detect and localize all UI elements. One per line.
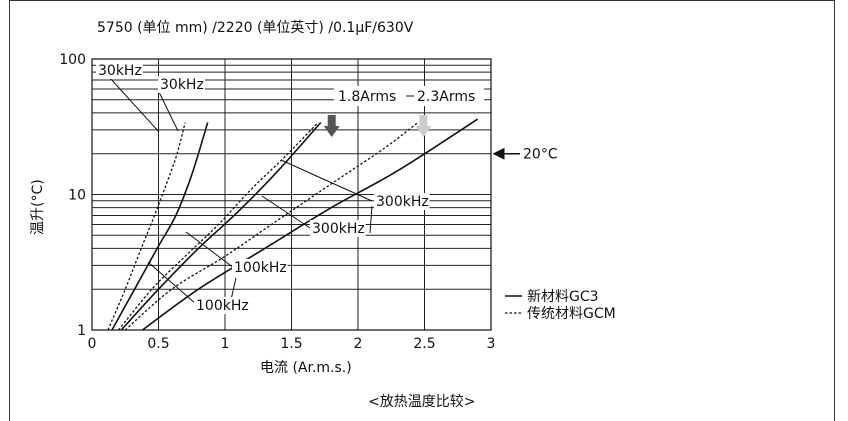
plot-area-border [91, 58, 492, 331]
curve-label-gc3-300khz: 300kHz [312, 221, 365, 237]
curve-label-gc3-100khz-bg [232, 259, 288, 276]
curve-label-gcm-100khz: 100kHz [196, 298, 249, 314]
curve-label-gcm-300khz-leader [280, 159, 373, 202]
chart-frame [9, 0, 835, 421]
series-line-gc3-30khz [111, 122, 209, 331]
y-axis-label: 温升(°C) [30, 179, 46, 235]
series-line-gc3-300khz [142, 118, 479, 331]
legend-label: 新材料GC3 [527, 289, 599, 305]
legend-label: 传统材料GCM [527, 306, 616, 322]
down-arrow-icon [415, 115, 432, 137]
x-tick-label: 1 [221, 336, 230, 352]
x-axis-label: 电流 (Ar.m.s.) [260, 360, 352, 376]
annotation-20c: 20°C [523, 147, 558, 163]
curve-label-gc3-300khz-leader [261, 195, 311, 229]
curve-label-gc3-30khz-leader [158, 91, 179, 132]
annotation-2-3arms: 2.3Arms [417, 89, 475, 105]
curve-label-gcm-30khz: 30kHz [98, 63, 142, 79]
x-tick-label: 2 [354, 336, 363, 352]
y-tick-label: 1 [77, 323, 86, 339]
curve-label-gcm-100khz-bg [194, 297, 250, 314]
x-tick-label: 0 [88, 336, 97, 352]
curve-label-gcm-30khz-bg [96, 62, 143, 79]
series-line-gcm-300khz [124, 121, 419, 331]
chart-title: 5750 (单位 mm) /2220 (单位英寸) /0.1μF/630V [97, 19, 414, 36]
x-tick-label: 0.5 [147, 336, 169, 352]
curve-label-gcm-300khz-bg [374, 193, 430, 210]
x-tick-label: 2.5 [413, 336, 435, 352]
y-tick-label: 100 [59, 52, 86, 68]
chart-caption: <放热温度比较> [368, 394, 475, 410]
curve-label-gc3-100khz: 100kHz [234, 260, 287, 276]
curve-label-gc3-30khz: 30kHz [160, 77, 204, 93]
curve-label-gcm-30khz-leader [109, 77, 160, 133]
curve-label-gcm-300khz: 300kHz [376, 194, 429, 210]
curve-label-gcm-100khz-leader [147, 261, 197, 305]
labels: 30kHz 30kHz 300kHz 300kHz 100kHz 100kHz 1.8Arm… [96, 62, 616, 322]
annotation-1-8arms: 1.8Arms [338, 89, 396, 105]
curve-label-gc3-300khz-leader [369, 205, 373, 234]
x-tick-label: 3 [487, 336, 496, 352]
x-tick-label: 1.5 [280, 336, 302, 352]
curve-label-gc3-30khz-bg [158, 76, 205, 93]
y-tick-label: 10 [68, 188, 86, 204]
series-line-gcm-100khz [118, 122, 319, 331]
curve-label-gc3-100khz-leader [185, 231, 235, 269]
axes: 0 0.5 1 1.5 2 2.5 3 1 10 100 [59, 52, 495, 352]
series-line-gcm-30khz [107, 122, 186, 331]
curve-label-gc3-300khz-bg [310, 220, 366, 237]
down-arrow-icon [323, 115, 340, 137]
